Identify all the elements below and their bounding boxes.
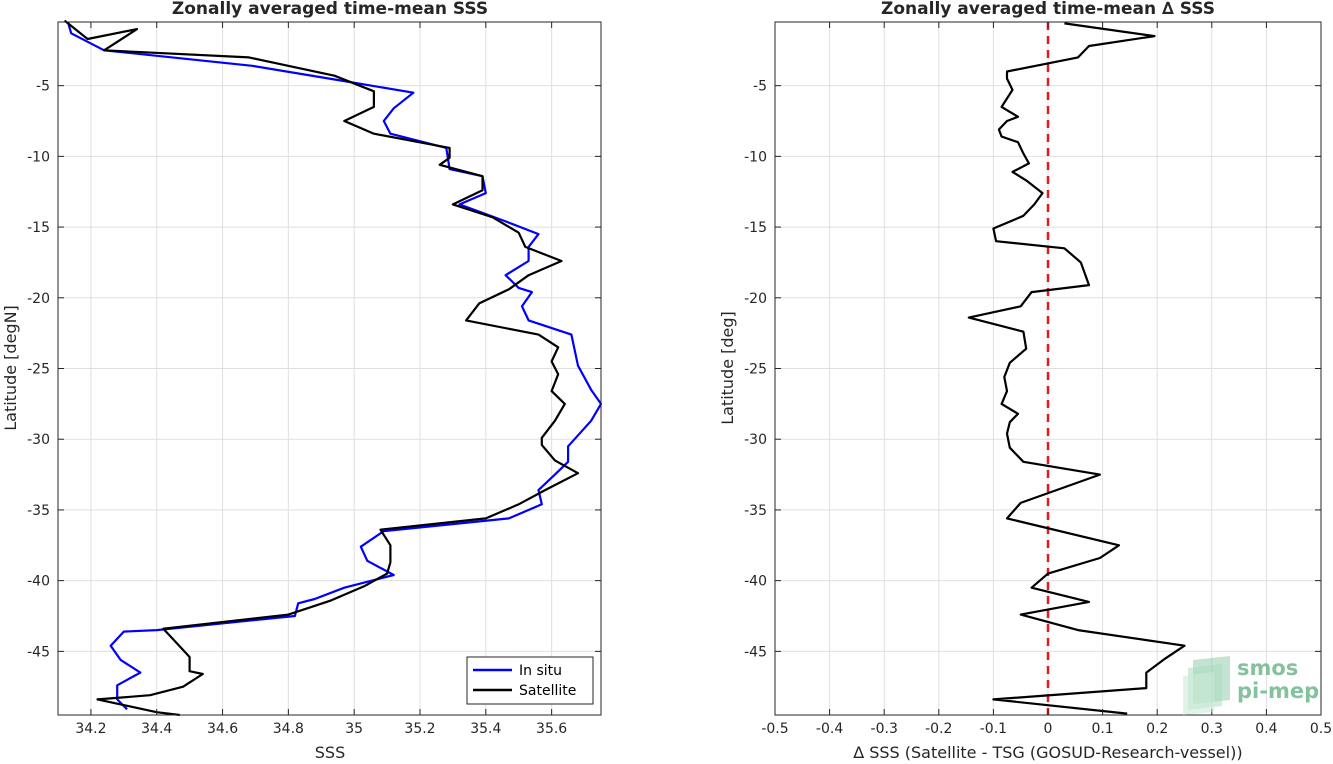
logo-text-smos: smos: [1237, 656, 1298, 680]
y-tick-label: -20: [744, 291, 767, 307]
y-tick-label: -20: [27, 291, 50, 307]
y-tick-label: -5: [36, 79, 50, 95]
x-tick-label: -0.3: [871, 721, 898, 737]
x-tick-label: 34.2: [75, 721, 106, 737]
y-tick-label: -25: [744, 362, 767, 378]
x-tick-label: 0.5: [1310, 721, 1332, 737]
x-tick-label: 35.6: [536, 721, 567, 737]
x-tick-label: 0.2: [1146, 721, 1168, 737]
left-x-axis-label: SSS: [315, 743, 345, 762]
legend-box: [466, 656, 594, 705]
y-tick-label: -5: [753, 79, 767, 95]
x-tick-label: -0.1: [980, 721, 1007, 737]
y-tick-label: -35: [27, 503, 50, 519]
logo-text-pi-mep: pi-mep: [1237, 679, 1319, 703]
legend-label-satellite: Satellite: [519, 683, 576, 699]
x-tick-label: 0.4: [1255, 721, 1277, 737]
y-tick-label: -25: [27, 362, 50, 378]
series-line-in-situ: [66, 21, 603, 711]
y-tick-label: -35: [744, 503, 767, 519]
y-tick-label: -30: [27, 432, 50, 448]
x-tick-label: 34.4: [141, 721, 172, 737]
y-tick-label: -45: [744, 644, 767, 660]
delta-sss-series-line: [967, 22, 1186, 715]
y-tick-label: -10: [27, 149, 50, 165]
right-y-axis-label: Latitude [deg]: [718, 311, 737, 425]
x-tick-label: -0.4: [816, 721, 843, 737]
left-y-axis-label: Latitude [degN]: [1, 305, 20, 431]
x-tick-label: 0.3: [1201, 721, 1223, 737]
right-x-axis-label: ∆ SSS (Satellite - TSG (GOSUD-Research-v…: [852, 743, 1242, 762]
y-tick-label: -15: [744, 220, 767, 236]
left-chart-title: Zonally averaged time-mean SSS: [172, 0, 488, 19]
y-tick-label: -15: [27, 220, 50, 236]
y-tick-label: -40: [27, 574, 50, 590]
left-panel: Zonally averaged time-mean SSS 34.2 34.4 3…: [1, 0, 603, 762]
y-tick-label: -10: [744, 149, 767, 165]
legend: In situ Satellite: [466, 656, 594, 705]
x-tick-label: 0.1: [1091, 721, 1113, 737]
legend-label-in-situ: In situ: [519, 663, 562, 679]
right-chart-title: Zonally averaged time-mean ∆ SSS: [881, 0, 1215, 19]
smos-pi-mep-logo: smos pi-mep: [1183, 656, 1319, 715]
x-tick-label: -0.5: [761, 721, 788, 737]
y-tick-label: -40: [744, 574, 767, 590]
logo-layer-icon: [1183, 672, 1214, 715]
x-tick-label: 35.4: [470, 721, 501, 737]
right-ticks: -0.5 -0.4 -0.3 -0.2 -0.1 0 0.1 0.2 0.3 0.4 0.5 -5 -1…: [744, 22, 1332, 737]
x-tick-label: -0.2: [925, 721, 952, 737]
series-line-satellite: [63, 19, 580, 717]
right-series: [967, 22, 1186, 715]
left-series: [63, 19, 603, 717]
x-tick-label: 0: [1044, 721, 1053, 737]
left-grid: [58, 22, 601, 715]
right-panel: Zonally averaged time-mean ∆ SSS -0.5 -0.…: [718, 0, 1332, 762]
y-tick-label: -30: [744, 432, 767, 448]
left-ticks: 34.2 34.4 34.6 34.8 35 35.2 35.4 35.6 -5 -10 -15 -2…: [27, 22, 601, 737]
x-tick-label: 34.6: [207, 721, 238, 737]
x-tick-label: 34.8: [273, 721, 304, 737]
x-tick-label: 35.2: [404, 721, 435, 737]
x-tick-label: 35: [345, 721, 363, 737]
y-tick-label: -45: [27, 644, 50, 660]
